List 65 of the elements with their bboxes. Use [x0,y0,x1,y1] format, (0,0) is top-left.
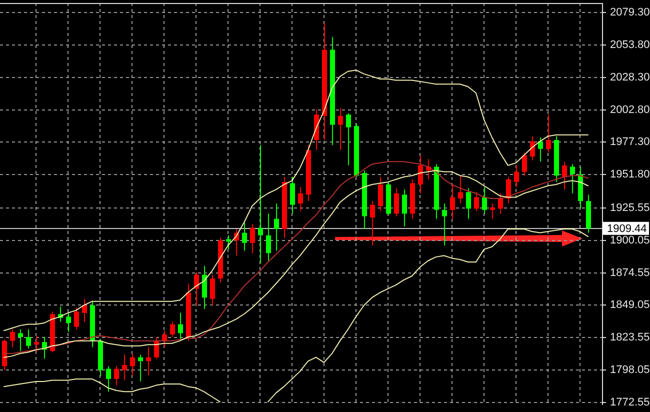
candlestick [138,354,143,382]
candlestick [402,189,407,227]
candlestick [210,274,215,306]
candlestick [130,353,135,376]
candlestick [418,154,423,194]
candlestick [546,114,551,154]
y-tick-label: 2079.30 [610,6,650,19]
y-tick-label: 1798.05 [610,364,650,376]
y-tick-label: 2053.80 [610,38,650,51]
y-tick-label: 2028.30 [610,71,650,84]
candlestick [82,298,87,322]
candlestick [466,188,471,220]
y-tick-label: 1874.55 [610,266,650,279]
candlestick [570,164,575,194]
candlestick [458,175,463,204]
candlestick [106,366,111,392]
candlestick [498,192,503,214]
candlestick [26,328,31,349]
candlestick [290,176,295,214]
candlestick [154,336,159,360]
candlestick [10,328,15,348]
candlestick [242,222,247,252]
candlestick [378,176,383,212]
candlestick [394,188,399,217]
candlestick [266,213,271,262]
y-tick-label: 1772.55 [610,396,650,408]
candlestick [226,234,231,250]
y-tick-label: 1823.55 [610,332,650,344]
candlestick [74,307,79,330]
candlestick [250,223,255,254]
candlestick [194,272,199,306]
candlestick [18,328,23,352]
candlestick [202,265,207,310]
candlestick [482,186,487,214]
candlestick [34,335,39,353]
candlestick [450,184,455,220]
y-tick-label: 1951.80 [610,168,650,181]
candlestick [538,136,543,162]
candlestick [122,354,127,381]
candlestick [474,192,479,212]
y-tick-label: 1925.55 [610,202,650,214]
candlestick [274,203,279,252]
candlestick [338,108,343,151]
candlestick [514,164,519,188]
y-tick-label: 1900.05 [610,234,650,246]
candlestick [66,312,71,332]
y-tick-label: 1977.30 [610,136,650,148]
candlestick [162,330,167,348]
candlestick [298,186,303,212]
candlestick [258,144,263,264]
y-tick-label: 1849.05 [610,299,650,312]
candlestick [170,321,175,338]
candlestick [346,112,351,166]
candlestick [522,152,527,176]
candlestick [370,200,375,246]
candlestick [146,346,151,376]
candlestick [506,176,511,204]
candlestick [442,203,447,246]
candlestick [490,203,495,220]
candlestick [114,366,119,386]
ref-line-label: 1909.44 [607,222,647,235]
y-tick-label: 2002.80 [610,104,650,116]
candlestick [562,161,567,190]
candlestick [530,136,535,161]
candlestick [178,312,183,340]
